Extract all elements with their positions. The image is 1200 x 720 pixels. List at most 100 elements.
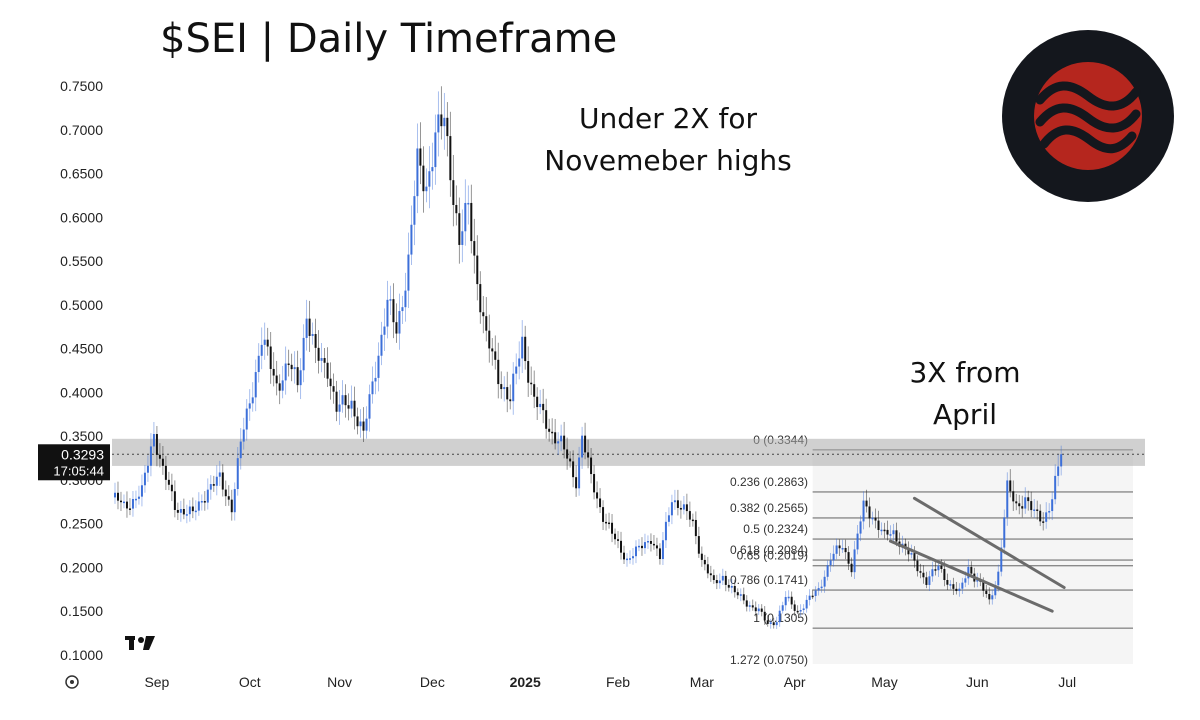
candle-body: [754, 607, 757, 612]
candle-body: [470, 202, 473, 242]
countdown-timer-label: 17:05:44: [53, 463, 104, 478]
candle-body: [778, 610, 781, 623]
current-price-tag: 0.3293 17:05:44: [38, 444, 110, 481]
candle-body: [967, 566, 970, 579]
candle-body: [602, 507, 605, 522]
annotation-line-2: Novemeber highs: [544, 144, 791, 177]
candle-body: [239, 441, 242, 459]
candle-body: [1027, 497, 1030, 502]
candle-body: [814, 590, 817, 596]
candle-body: [134, 498, 137, 501]
candle-body: [1012, 491, 1015, 502]
candle-body: [895, 530, 898, 542]
tradingview-logo-icon: [125, 636, 155, 650]
candle-body: [1060, 454, 1063, 467]
candle-body: [212, 484, 215, 486]
candle-body: [910, 553, 913, 555]
candle-body: [335, 391, 338, 412]
candle-body: [769, 622, 772, 624]
candle-body: [407, 254, 410, 291]
candle-body: [569, 458, 572, 462]
candle-body: [1015, 501, 1018, 504]
candle-body: [1009, 480, 1012, 492]
candle-body: [194, 510, 197, 513]
candle-body: [679, 507, 682, 510]
x-tick-label: May: [871, 674, 897, 690]
candle-body: [1048, 511, 1051, 513]
candle-body: [739, 594, 742, 596]
settings-gear-icon[interactable]: [65, 675, 79, 689]
candle-body: [161, 458, 164, 466]
candle-body: [245, 408, 248, 430]
candle-body: [853, 549, 856, 573]
candle-body: [664, 521, 667, 541]
candle-body: [200, 501, 203, 503]
fib-level-label: 0.65 (0.2019): [737, 549, 808, 563]
candle-body: [197, 501, 200, 511]
candle-body: [182, 508, 185, 515]
candle-body: [389, 299, 392, 301]
candle-body: [676, 500, 679, 508]
candle-body: [143, 472, 146, 486]
candle-body: [667, 515, 670, 522]
candle-body: [634, 546, 637, 557]
candle-body: [949, 584, 952, 586]
candle-body: [308, 318, 311, 336]
candle-body: [691, 519, 694, 522]
candle-body: [503, 387, 506, 390]
candle-body: [497, 359, 500, 385]
candle-body: [772, 622, 775, 626]
candle-body: [233, 489, 236, 513]
candle-body: [976, 580, 979, 582]
candle-body: [637, 545, 640, 548]
candle-body: [527, 361, 530, 383]
candle-body: [721, 575, 724, 581]
candle-body: [811, 595, 814, 598]
candle-body: [793, 604, 796, 611]
candle-body: [401, 307, 404, 312]
candle-body: [590, 457, 593, 475]
candle-body: [287, 363, 290, 366]
candle-body: [284, 363, 287, 381]
candle-body: [455, 204, 458, 214]
candle-body: [317, 347, 320, 361]
candle-body: [563, 435, 566, 450]
candle-body: [997, 571, 1000, 586]
candle-body: [841, 548, 844, 550]
candle-body: [928, 576, 931, 585]
candle-body: [859, 521, 862, 534]
candle-body: [730, 585, 733, 588]
candle-body: [533, 384, 536, 397]
candle-body: [817, 588, 820, 591]
candle-body: [347, 405, 350, 409]
candle-body: [485, 316, 488, 331]
candle-body: [278, 383, 281, 391]
candle-body: [299, 370, 302, 386]
candle-body: [892, 530, 895, 535]
candle-body: [446, 117, 449, 137]
x-tick-label: Jul: [1058, 674, 1076, 690]
candle-body: [1030, 501, 1033, 511]
candle-body: [880, 529, 883, 532]
candle-body: [437, 114, 440, 133]
candle-body: [506, 387, 509, 400]
candle-body: [500, 384, 503, 390]
candle-body: [464, 202, 467, 232]
candle-body: [877, 520, 880, 531]
candle-body: [116, 492, 119, 501]
candle-body: [179, 508, 182, 513]
candle-body: [796, 610, 799, 613]
y-tick-label: 0.2500: [60, 516, 103, 532]
candle-body: [209, 484, 212, 490]
candle-body: [461, 231, 464, 245]
candle-body: [868, 506, 871, 519]
candle-body: [191, 506, 194, 512]
candle-body: [125, 501, 128, 509]
candle-body: [652, 543, 655, 546]
candle-body: [404, 290, 407, 308]
candle-body: [871, 517, 874, 520]
candle-body: [254, 372, 257, 398]
candle-body: [584, 435, 587, 453]
x-tick-label: Oct: [239, 674, 261, 690]
candle-body: [230, 499, 233, 513]
